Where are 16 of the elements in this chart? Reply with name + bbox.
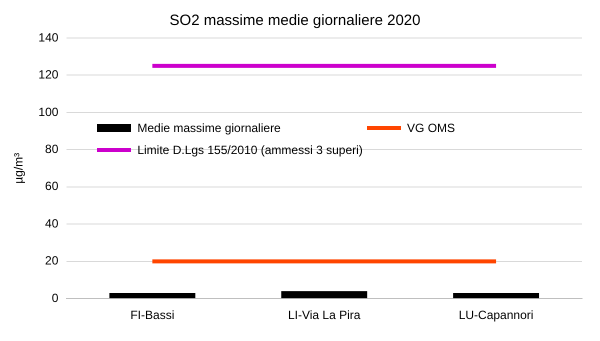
y-axis-title: µg/m³ bbox=[12, 152, 26, 184]
legend-label: Limite D.Lgs 155/2010 (ammessi 3 superi) bbox=[137, 143, 363, 158]
y-tick-label: 20 bbox=[45, 254, 59, 268]
y-tick-label: 140 bbox=[38, 30, 59, 44]
y-tick-label: 80 bbox=[45, 142, 59, 156]
y-tick-label: 0 bbox=[52, 290, 59, 305]
chart-title: SO2 massime medie giornaliere 2020 bbox=[170, 12, 420, 30]
y-tick-label: 100 bbox=[38, 104, 59, 119]
legend-label: VG OMS bbox=[407, 121, 456, 136]
y-tick-label: 40 bbox=[45, 216, 59, 230]
x-tick-label: LI-Via La Pira bbox=[288, 308, 361, 322]
legend-label: Medie massime giornaliere bbox=[137, 121, 281, 136]
x-tick-label: LU-Capannori bbox=[458, 308, 534, 322]
x-tick-label: FI-Bassi bbox=[130, 308, 174, 322]
y-tick-label: 60 bbox=[45, 179, 59, 194]
y-tick-label: 120 bbox=[38, 68, 59, 82]
